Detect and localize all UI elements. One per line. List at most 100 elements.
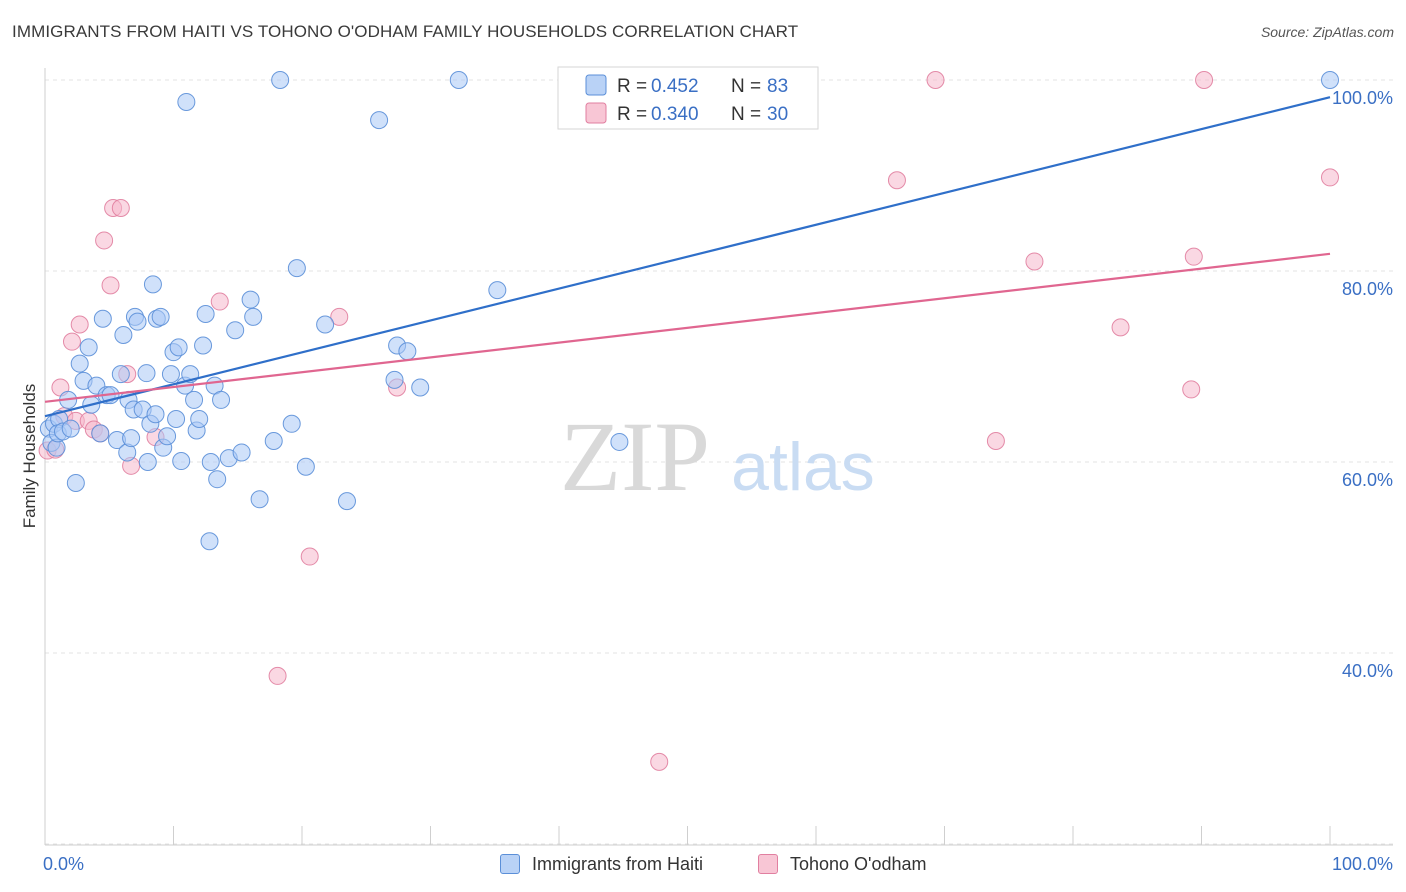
haiti-point	[208, 470, 227, 489]
haiti-point	[61, 419, 80, 438]
haiti-point	[201, 453, 220, 471]
haiti-point	[114, 325, 133, 344]
haiti-point	[316, 315, 335, 334]
tohono-trend-line	[44, 252, 1331, 403]
tohono-point	[95, 231, 114, 250]
tohono-point	[300, 547, 319, 566]
legend-label-tohono: Tohono O'odham	[790, 853, 927, 874]
legend-swatch-tohono	[758, 854, 778, 874]
haiti-point	[190, 410, 209, 429]
haiti-point	[1321, 71, 1339, 89]
haiti-point	[138, 453, 157, 471]
y-tick-label: 60.0%	[1342, 470, 1393, 490]
legend-label-haiti: Immigrants from Haiti	[532, 853, 704, 874]
y-tick-label: 40.0%	[1342, 661, 1393, 681]
haiti-point	[161, 365, 180, 384]
haiti-point	[370, 111, 389, 130]
tohono-point	[268, 666, 287, 685]
haiti-point	[287, 259, 306, 278]
chart-title: IMMIGRANTS FROM HAITI VS TOHONO O'ODHAM …	[12, 22, 799, 41]
haiti-point	[449, 71, 468, 89]
haiti-point	[122, 429, 141, 448]
tohono-point	[986, 431, 1005, 450]
haiti-point	[264, 431, 283, 450]
haiti-point	[70, 354, 89, 373]
tohono-point	[650, 752, 669, 771]
tohono-point	[210, 292, 229, 311]
tohono-point	[1025, 252, 1044, 271]
stats-swatch-tohono	[585, 102, 607, 124]
haiti-point	[151, 307, 170, 326]
haiti-point	[488, 281, 507, 300]
haiti-point	[194, 336, 213, 355]
tohono-point	[887, 171, 906, 190]
haiti-point	[169, 338, 188, 357]
tohono-point	[1195, 71, 1214, 89]
haiti-point	[250, 490, 269, 509]
haiti-point	[271, 71, 290, 89]
stats-r-label-tohono: R =	[617, 104, 647, 125]
stats-n-value-tohono: 30	[767, 104, 788, 125]
haiti-point	[398, 342, 417, 361]
stats-r-value-haiti: 0.452	[651, 76, 699, 97]
haiti-point	[337, 492, 356, 511]
haiti-point	[177, 92, 196, 111]
stats-legend: R = 0.452 N = 83 R = 0.340 N = 30	[557, 66, 819, 130]
haiti-point	[172, 452, 191, 471]
y-tick-label: 100.0%	[1332, 88, 1393, 108]
haiti-point	[282, 414, 301, 433]
y-axis-label: Family Households	[20, 384, 39, 529]
tohono-point	[62, 332, 81, 351]
tohono-point	[1182, 380, 1201, 399]
trend-lines	[44, 96, 1331, 418]
data-points	[38, 71, 1339, 771]
haiti-trend-line	[44, 96, 1331, 418]
haiti-point	[226, 321, 245, 340]
haiti-point	[244, 307, 263, 326]
haiti-point	[128, 312, 147, 331]
legend-item-tohono[interactable]: Tohono O'odham	[758, 850, 927, 878]
haiti-point	[411, 378, 430, 397]
haiti-point	[241, 290, 260, 309]
tohono-point	[70, 315, 89, 334]
tohono-point	[111, 198, 130, 217]
stats-r-value-tohono: 0.340	[651, 104, 699, 125]
haiti-point	[610, 432, 629, 451]
haiti-point	[137, 364, 156, 383]
haiti-point	[212, 390, 231, 409]
haiti-point	[111, 365, 130, 384]
haiti-point	[143, 275, 162, 294]
x-tick-label: 0.0%	[43, 854, 84, 874]
stats-swatch-haiti	[585, 74, 607, 96]
legend-swatch-haiti	[500, 854, 520, 874]
series-legend: Immigrants from Haiti Tohono O'odham	[0, 850, 1406, 878]
haiti-point	[200, 532, 219, 551]
source-attribution: Source: ZipAtlas.com	[1260, 24, 1394, 40]
tohono-point	[101, 276, 120, 295]
legend-item-haiti[interactable]: Immigrants from Haiti	[500, 850, 703, 878]
haiti-point	[79, 338, 98, 357]
watermark: ZIP atlas	[560, 401, 875, 512]
tohono-point	[926, 71, 945, 89]
haiti-point	[66, 474, 85, 493]
y-tick-label: 80.0%	[1342, 279, 1393, 299]
watermark-atlas: atlas	[731, 429, 875, 505]
haiti-point	[185, 390, 204, 409]
stats-n-label-tohono: N =	[731, 104, 761, 125]
tohono-point	[1321, 168, 1339, 187]
stats-n-label-haiti: N =	[731, 76, 761, 97]
tohono-point	[1111, 318, 1130, 337]
haiti-point	[91, 424, 110, 443]
haiti-point	[196, 304, 215, 323]
stats-r-label-haiti: R =	[617, 76, 647, 97]
stats-n-value-haiti: 83	[767, 76, 788, 97]
haiti-point	[93, 309, 112, 328]
x-tick-label: 100.0%	[1332, 854, 1393, 874]
haiti-point	[385, 370, 404, 389]
tohono-point	[330, 307, 349, 326]
haiti-point	[158, 427, 177, 446]
grid-lines	[45, 79, 1393, 845]
tick-labels: 40.0% 60.0% 80.0% 100.0% 0.0% 100.0%	[43, 88, 1393, 874]
watermark-zip: ZIP	[560, 401, 710, 512]
